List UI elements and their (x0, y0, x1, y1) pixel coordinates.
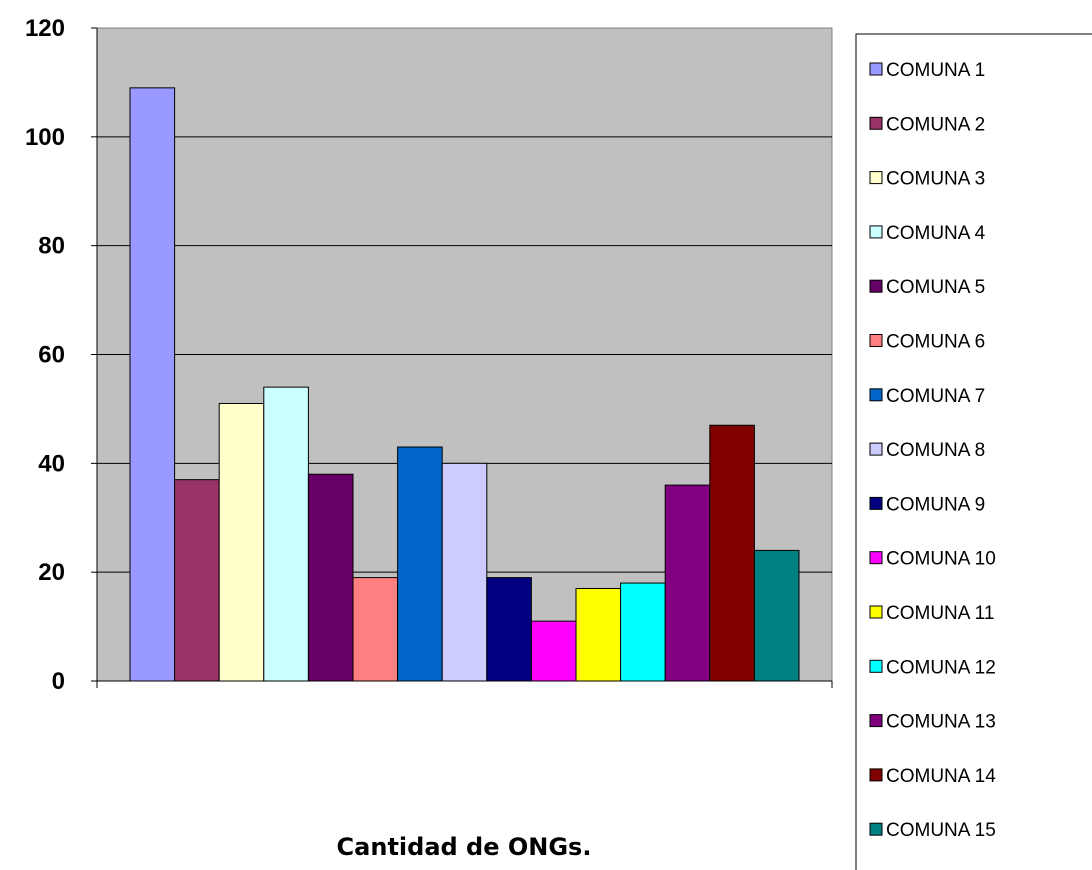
legend-swatch (869, 714, 883, 728)
y-tick-label: 40 (38, 450, 65, 477)
bar-comuna-1 (129, 87, 176, 682)
legend-swatch (869, 171, 883, 185)
legend-swatch (869, 279, 883, 293)
legend-swatch (869, 334, 883, 347)
bar-comuna-7 (397, 446, 443, 682)
legend-swatch (869, 659, 883, 673)
bar-comuna-6 (352, 577, 399, 682)
legend-swatch (869, 496, 883, 510)
legend-label: COMUNA 13 (886, 712, 996, 733)
legend-label: COMUNA 5 (886, 277, 985, 298)
bar-comuna-3 (218, 402, 265, 682)
legend-swatch (869, 442, 883, 456)
bar-comuna-14 (709, 424, 755, 682)
legend-label: COMUNA 7 (886, 386, 985, 407)
bar-comuna-8 (441, 462, 488, 682)
legend-swatch (869, 388, 883, 402)
x-axis-label: Cantidad de ONGs. (337, 833, 592, 861)
y-tick-label: 0 (52, 668, 65, 695)
y-tick-labels: 0 20 40 60 80 100 120 (25, 15, 97, 695)
bar-comuna-2 (174, 479, 220, 682)
legend-label: COMUNA 11 (886, 603, 994, 624)
y-tick-label: 20 (38, 559, 65, 586)
legend-swatch (869, 605, 883, 619)
legend-label: COMUNA 3 (886, 169, 985, 190)
legend-swatch (869, 116, 883, 130)
bar-comuna-9 (486, 577, 532, 682)
legend-label: COMUNA 2 (886, 114, 985, 135)
bar-comuna-4 (263, 386, 309, 682)
legend-swatch (869, 62, 883, 76)
bar-comuna-12 (620, 582, 666, 682)
legend-label: COMUNA 1 (886, 60, 985, 81)
bar-comuna-11 (575, 587, 622, 682)
legend: COMUNA 1 COMUNA 2 COMUNA 3 COMUNA 4 COMUNA 5… (869, 60, 996, 841)
legend-label: COMUNA 9 (886, 494, 985, 515)
bar-comuna-10 (530, 620, 577, 682)
y-tick-label: 80 (38, 233, 65, 260)
legend-label: COMUNA 6 (886, 332, 985, 353)
legend-swatch (869, 551, 883, 565)
bar-comuna-15 (753, 549, 800, 682)
bar-comuna-13 (664, 484, 711, 682)
legend-label: COMUNA 4 (886, 223, 986, 244)
y-tick-label: 100 (25, 124, 65, 151)
legend-swatch (869, 768, 883, 782)
legend-swatch (869, 822, 883, 836)
legend-label: COMUNA 10 (886, 549, 996, 570)
bar-comuna-5 (307, 473, 354, 682)
legend-label: COMUNA 15 (886, 820, 996, 841)
legend-box (855, 33, 1092, 870)
y-tick-label: 60 (38, 342, 65, 369)
y-tick-label: 120 (25, 15, 65, 42)
legend-swatch (869, 225, 883, 239)
legend-label: COMUNA 14 (886, 766, 996, 787)
legend-label: COMUNA 8 (886, 440, 985, 461)
bars (129, 87, 800, 682)
legend-label: COMUNA 12 (886, 657, 996, 678)
